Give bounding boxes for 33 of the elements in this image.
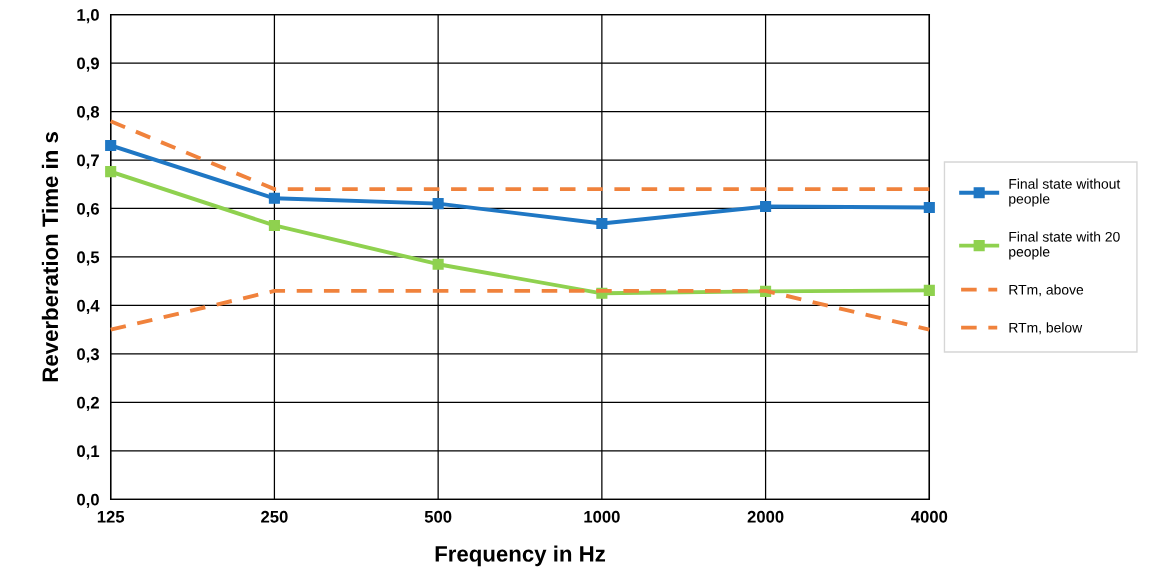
legend-label: RTm, below [1009,322,1083,335]
y-tick-label: 0,4 [77,299,100,315]
point [432,198,444,210]
y-tick-label: 0,0 [77,493,99,508]
x-tick-label: 1000 [584,510,620,523]
y-tick-label: 0,2 [77,396,99,411]
y-tick-label: 1,0 [77,9,99,24]
point [760,200,772,213]
point [923,201,935,214]
x-tick-label: 2000 [747,510,784,523]
legend-label: RTm, above [1009,284,1084,297]
point [923,284,935,296]
x-tick-label: 500 [424,510,452,523]
y-tick-label: 0,5 [77,251,100,266]
x-tick-label: 4000 [911,510,948,523]
x-tick-label: 250 [261,510,288,523]
x-axis-title: Frequency in Hz [435,545,606,567]
point [268,219,280,232]
legend-label: Final state without people [1009,178,1121,207]
point [596,217,608,230]
point [268,192,280,204]
y-tick-label: 0,9 [77,57,99,72]
point [432,258,444,270]
point [105,139,117,152]
y-tick-label: 0,7 [77,154,99,169]
y-tick-label: 0,8 [77,105,100,121]
y-tick-label: 0,3 [77,348,99,363]
x-tick-label: 125 [97,510,125,523]
legend-label: Final state with 20 people [1009,231,1120,260]
y-tick-label: 0,1 [77,445,100,460]
point [105,166,117,178]
y-tick-label: 0,6 [77,202,99,218]
y-axis-title: Reverberation Time in s [41,132,59,382]
